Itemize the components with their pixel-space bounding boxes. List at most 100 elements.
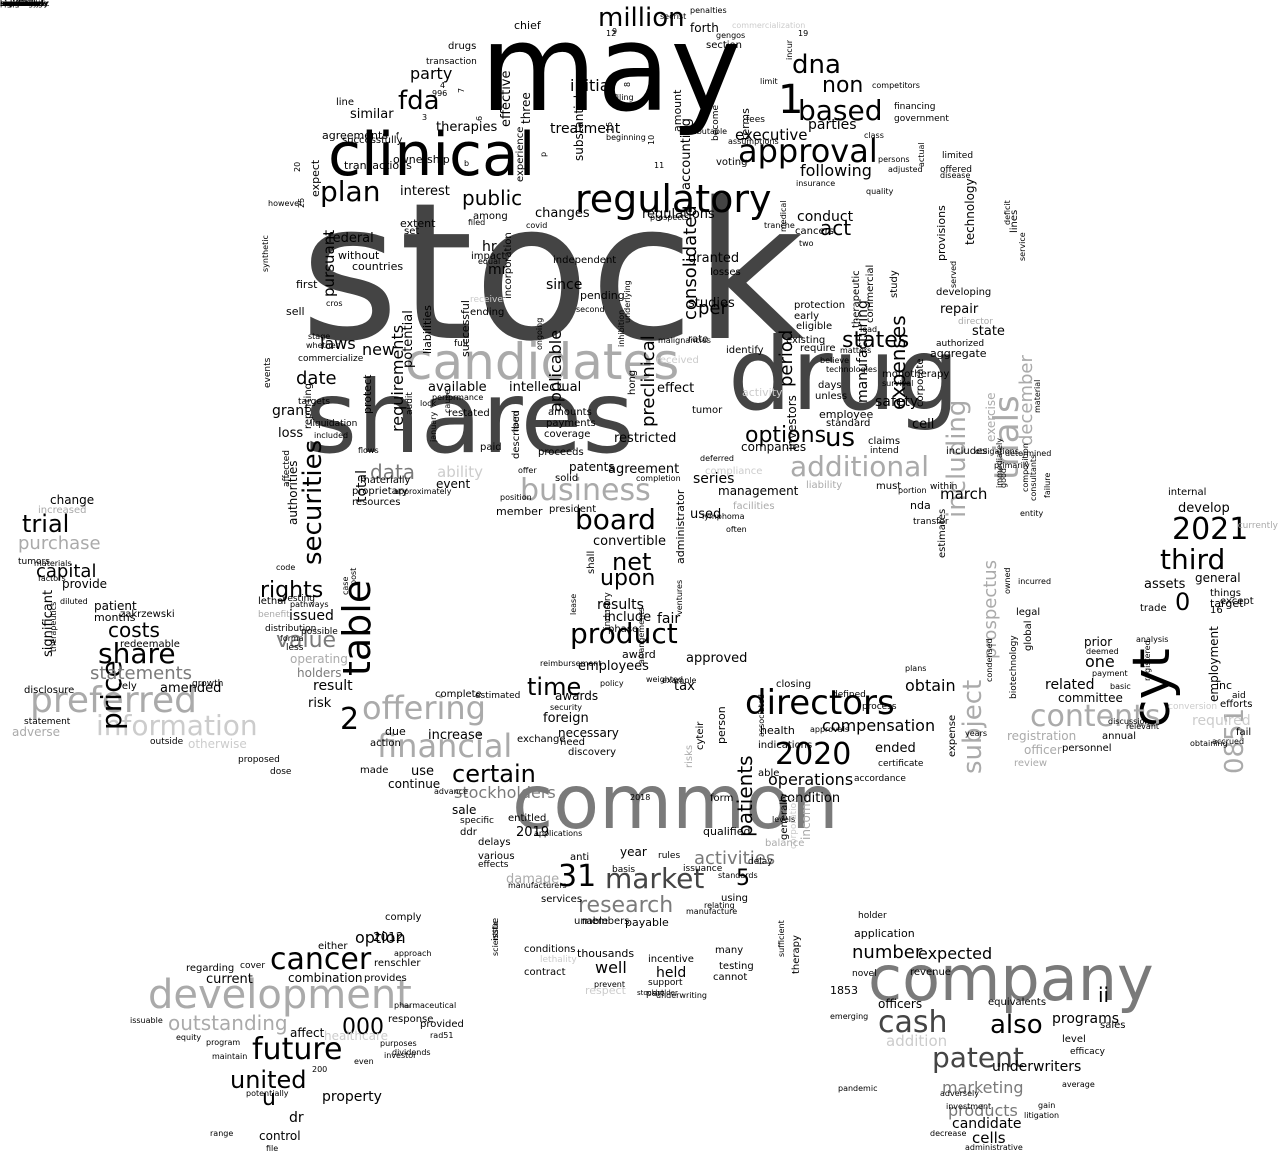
cloud-word: countries (352, 260, 404, 273)
cloud-word: million (598, 3, 685, 33)
cloud-word: statement (24, 717, 71, 727)
cloud-word: registration (1007, 729, 1077, 743)
cloud-word: deficit (1003, 200, 1012, 225)
cloud-word: flows (358, 446, 379, 455)
cloud-word: action (370, 738, 401, 749)
cloud-word: date (296, 368, 337, 389)
cloud-word: products (948, 1101, 1018, 1120)
cloud-word: number (852, 942, 923, 963)
cloud-word: liquidation (310, 419, 358, 429)
cloud-word: authorized (936, 339, 985, 349)
cloud-word: prior (1084, 635, 1113, 649)
cloud-word: aggregate (930, 347, 987, 360)
cloud-word: specific (460, 816, 495, 826)
cloud-word: equivalents (988, 997, 1047, 1008)
cloud-word: incur (785, 39, 794, 60)
cloud-word: united (230, 1066, 307, 1094)
cloud-word: primarily (994, 461, 1030, 470)
cloud-word: losses (710, 267, 741, 278)
cloud-word: incurred (1018, 577, 1052, 586)
cloud-word: statements (90, 663, 193, 684)
cloud-word: obtaining (1190, 739, 1228, 748)
cloud-word: condensed (985, 638, 994, 682)
cloud-word: experience (515, 126, 526, 182)
cloud-word: made (360, 765, 389, 776)
cloud-word: 2 (340, 702, 360, 737)
cloud-word: reimbursement (540, 659, 602, 668)
cloud-word: comparable (0, 0, 48, 8)
cloud-word: standards (718, 871, 758, 880)
cloud-word: trade (1140, 603, 1167, 614)
cloud-word: approvals (810, 725, 850, 734)
cloud-word: revenue (910, 967, 951, 978)
cloud-word: cells (972, 1129, 1006, 1147)
cloud-word: results (597, 597, 644, 613)
cloud-word: performance (432, 393, 484, 402)
cloud-word: rights (260, 578, 324, 603)
cloud-word: 0 (1175, 588, 1191, 616)
cloud-word: full (454, 339, 468, 349)
cloud-word: litigation (1024, 1111, 1060, 1120)
cloud-word: committee (1058, 691, 1123, 705)
cloud-word: regulations (642, 207, 715, 222)
cloud-word: secrist (660, 12, 687, 21)
cloud-word: review (1014, 758, 1048, 769)
cloud-word: competitors (872, 81, 920, 90)
cloud-word: candidates (405, 333, 680, 391)
cloud-word: patents (569, 460, 615, 474)
cloud-word: lead (860, 325, 878, 334)
cloud-word: companies (741, 440, 807, 454)
cloud-word: proceeds (538, 447, 584, 458)
cloud-word: offering (362, 689, 486, 727)
cloud-word: received (656, 355, 699, 366)
cloud-word: prospects (650, 213, 689, 222)
cloud-word: entities (0, 0, 30, 8)
cloud-word: condition (780, 791, 841, 806)
cloud-word: studies (688, 296, 735, 311)
cloud-word: liability (806, 480, 843, 491)
cloud-word: payable (625, 916, 669, 929)
cloud-word: diluted (60, 597, 88, 606)
cloud-word: party (410, 64, 453, 83)
cloud-word: entity (1020, 509, 1044, 518)
cloud-word: government (894, 114, 949, 124)
cloud-word: voting (716, 157, 748, 168)
cloud-word: covid (526, 221, 548, 230)
cloud-word: 6 (475, 115, 484, 121)
cloud-word: technologies (826, 365, 877, 374)
cloud-word: service (1018, 232, 1027, 261)
cloud-word: company (868, 942, 1154, 1015)
cloud-word: outside (150, 737, 184, 747)
cloud-word: attributable (680, 127, 728, 136)
cloud-word: 19 (798, 29, 809, 38)
cloud-word: respect (585, 984, 626, 997)
cloud-word: property (322, 1089, 382, 1105)
cloud-word: global (1023, 620, 1034, 652)
cloud-word: applicable (546, 329, 565, 412)
cloud-word: underwriting (656, 991, 707, 1000)
cloud-word: fail (1236, 727, 1252, 738)
cloud-word: dividends (392, 1048, 431, 1057)
cloud-word: january (429, 411, 438, 442)
cloud-word: transactions (344, 159, 412, 172)
cloud-word: cell (912, 417, 935, 432)
cloud-word: registered (1143, 640, 1152, 681)
cloud-word: basic (1110, 682, 1131, 691)
cloud-word: public (462, 186, 523, 210)
cloud-word: sale (452, 803, 477, 817)
cloud-word: complete (435, 689, 482, 700)
cloud-word: months (94, 611, 136, 624)
cloud-word: activity (742, 386, 783, 399)
cloud-word: 4 (440, 81, 446, 90)
cloud-word: prevent (594, 980, 625, 989)
cloud-word: whether (306, 341, 339, 350)
cloud-word: approval (738, 132, 878, 170)
cloud-word: pathways (290, 600, 329, 609)
cloud-word: stockholder (637, 989, 678, 997)
cloud-word: research (578, 893, 674, 918)
cloud-word: lethal (258, 596, 287, 607)
cloud-word: filing (614, 93, 634, 102)
cloud-word: market (605, 862, 705, 895)
cloud-word: lethality (540, 955, 577, 965)
cloud-word: rely (118, 681, 137, 692)
